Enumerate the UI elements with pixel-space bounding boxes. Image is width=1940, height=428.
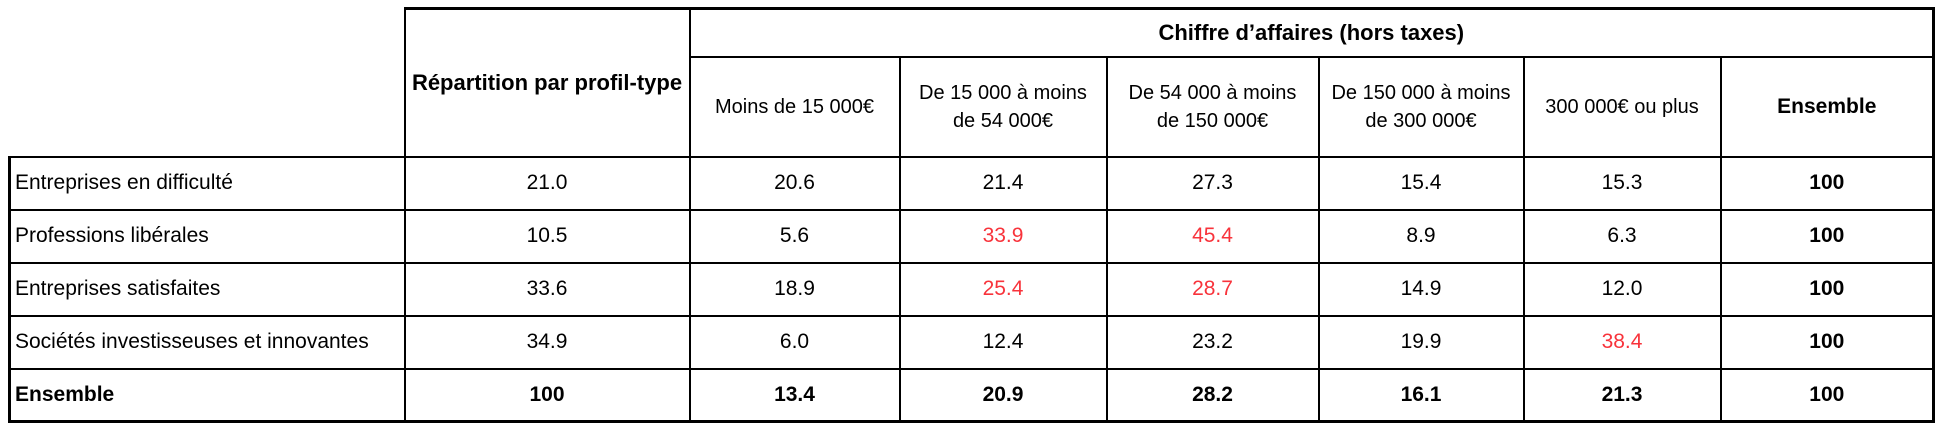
cell-repartition: 33.6 — [403, 261, 691, 317]
cell-value-highlighted-red: 28.7 — [1105, 261, 1320, 317]
cell-ensemble-total: 100 — [1719, 367, 1936, 423]
column-header-150000-300000: De 150 000 à moins de 300 000€ — [1317, 55, 1525, 158]
row-label: Entreprises satisfaites — [8, 261, 406, 317]
cell-ensemble-total: 100 — [1719, 314, 1936, 370]
revenue-by-profile-table: Répartition par profil-type Chiffre d’af… — [8, 7, 1936, 423]
cell-repartition: 21.0 — [403, 155, 691, 211]
cell-value: 6.3 — [1522, 208, 1722, 264]
cell-value-highlighted-red: 25.4 — [898, 261, 1108, 317]
cell-value: 28.2 — [1105, 367, 1320, 423]
row-label: Professions libérales — [8, 208, 406, 264]
row-label: Entreprises en difficulté — [8, 155, 406, 211]
cell-value: 12.0 — [1522, 261, 1722, 317]
cell-value: 19.9 — [1317, 314, 1525, 370]
row-label: Sociétés investisseuses et innovantes — [8, 314, 406, 370]
cell-value: 12.4 — [898, 314, 1108, 370]
cell-value: 23.2 — [1105, 314, 1320, 370]
table-row-entreprises-satisfaites: Entreprises satisfaites 33.6 18.9 25.4 2… — [8, 261, 1936, 317]
cell-value: 16.1 — [1317, 367, 1525, 423]
cell-value: 18.9 — [688, 261, 901, 317]
cell-value: 13.4 — [688, 367, 901, 423]
group-header-chiffre-affaires: Chiffre d’affaires (hors taxes) — [688, 7, 1936, 58]
table-row-entreprises-en-difficulte: Entreprises en difficulté 21.0 20.6 21.4… — [8, 155, 1936, 211]
cell-value: 6.0 — [688, 314, 901, 370]
cell-value-highlighted-red: 45.4 — [1105, 208, 1320, 264]
cell-value: 15.3 — [1522, 155, 1722, 211]
cell-ensemble-total: 100 — [1719, 261, 1936, 317]
column-header-ensemble: Ensemble — [1719, 55, 1936, 158]
cell-value: 20.6 — [688, 155, 901, 211]
column-header-300000-plus: 300 000€ ou plus — [1522, 55, 1722, 158]
cell-repartition: 10.5 — [403, 208, 691, 264]
cell-repartition: 34.9 — [403, 314, 691, 370]
column-header-15000-54000: De 15 000 à moins de 54 000€ — [898, 55, 1108, 158]
table-container: Répartition par profil-type Chiffre d’af… — [8, 7, 1936, 423]
cell-ensemble-total: 100 — [1719, 155, 1936, 211]
row-label: Ensemble — [8, 367, 406, 423]
cell-value-highlighted-red: 38.4 — [1522, 314, 1722, 370]
column-header-repartition-profil-type: Répartition par profil-type — [403, 7, 691, 158]
cell-value: 27.3 — [1105, 155, 1320, 211]
cell-value: 20.9 — [898, 367, 1108, 423]
cell-value: 14.9 — [1317, 261, 1525, 317]
cell-value: 5.6 — [688, 208, 901, 264]
cell-ensemble-total: 100 — [1719, 208, 1936, 264]
cell-value-highlighted-red: 33.9 — [898, 208, 1108, 264]
empty-corner-cell — [10, 9, 405, 157]
table-row-professions-liberales: Professions libérales 10.5 5.6 33.9 45.4… — [8, 208, 1936, 264]
column-header-moins-15000: Moins de 15 000€ — [688, 55, 901, 158]
cell-value: 21.4 — [898, 155, 1108, 211]
cell-value: 21.3 — [1522, 367, 1722, 423]
cell-repartition: 100 — [403, 367, 691, 423]
table-row-ensemble-total: Ensemble 100 13.4 20.9 28.2 16.1 21.3 10… — [8, 367, 1936, 423]
table-row-societes-investisseuses: Sociétés investisseuses et innovantes 34… — [8, 314, 1936, 370]
cell-value: 15.4 — [1317, 155, 1525, 211]
cell-value: 8.9 — [1317, 208, 1525, 264]
column-header-54000-150000: De 54 000 à moins de 150 000€ — [1105, 55, 1320, 158]
